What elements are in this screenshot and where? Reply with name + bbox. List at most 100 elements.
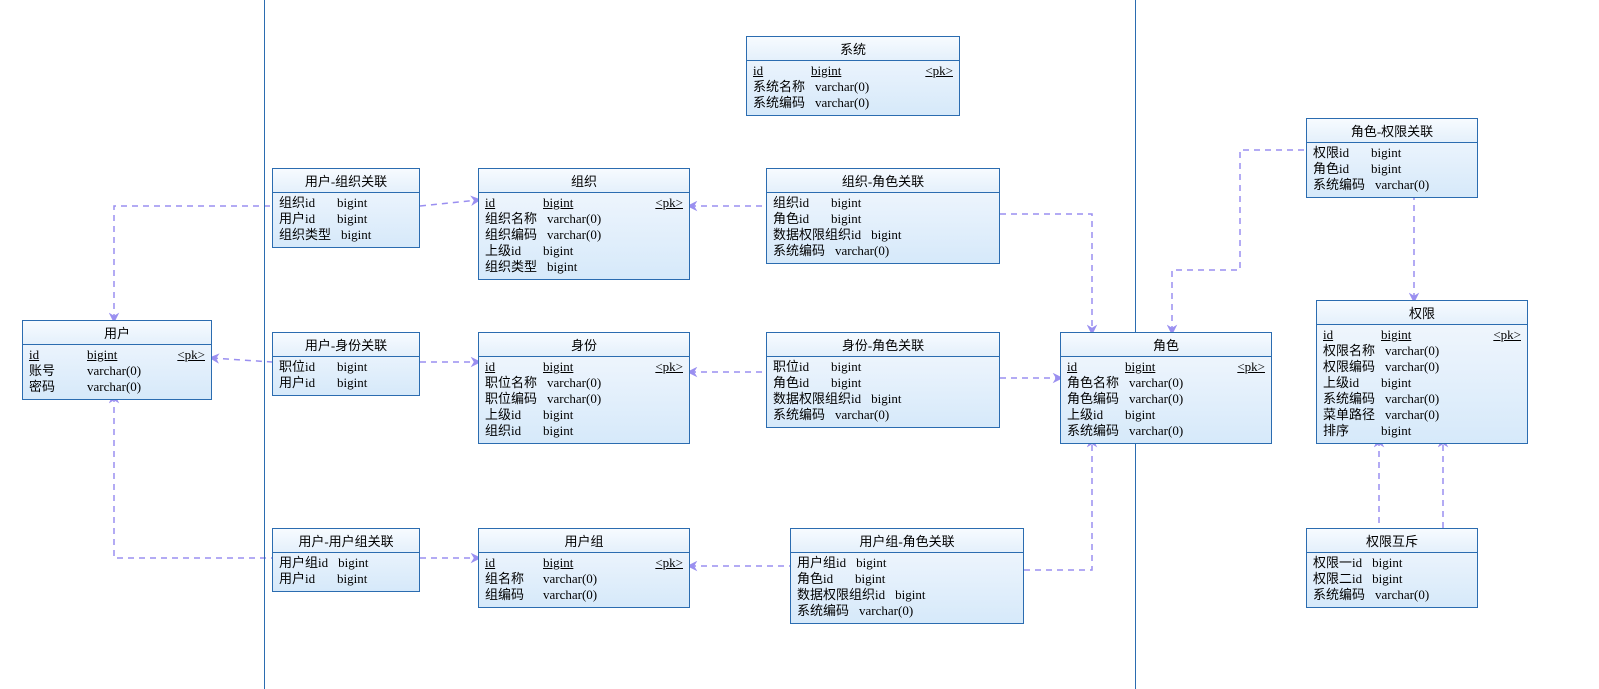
entity-org[interactable]: 组织idbigint<pk>组织名称varchar(0)组织编码varchar(… [478, 168, 690, 280]
column-name: 职位id [773, 359, 831, 375]
column-row: 权限二idbigint [1313, 571, 1471, 587]
column-name: 上级id [485, 243, 543, 259]
column-name: 权限编码 [1323, 359, 1385, 375]
column-row: 角色编码varchar(0) [1067, 391, 1265, 407]
entity-body: 权限idbigint角色idbigint系统编码varchar(0) [1307, 143, 1477, 197]
column-row: 系统编码varchar(0) [773, 243, 993, 259]
column-type: bigint [1381, 375, 1421, 391]
entity-title: 身份 [479, 333, 689, 357]
column-type: bigint [337, 375, 377, 391]
entity-title: 用户-身份关联 [273, 333, 419, 357]
column-row: 用户组idbigint [797, 555, 1017, 571]
column-row: 数据权限组织idbigint [797, 587, 1017, 603]
column-row: 角色idbigint [1313, 161, 1471, 177]
entity-body: idbigint<pk>组名称varchar(0)组编码varchar(0) [479, 553, 689, 607]
column-name: id [485, 195, 543, 211]
column-row: 用户组idbigint [279, 555, 413, 571]
column-name: 组织编码 [485, 227, 547, 243]
column-name: 职位名称 [485, 375, 547, 391]
column-name: 角色编码 [1067, 391, 1129, 407]
column-row: 权限idbigint [1313, 145, 1471, 161]
column-type: varchar(0) [87, 363, 151, 379]
column-type: bigint [338, 555, 378, 571]
column-name: 用户id [279, 375, 337, 391]
column-name: 上级id [1323, 375, 1381, 391]
pk-marker: <pk> [1237, 359, 1265, 375]
column-row: 排序bigint [1323, 423, 1521, 439]
column-type: varchar(0) [1129, 375, 1193, 391]
column-row: 系统编码varchar(0) [773, 407, 993, 423]
entity-role[interactable]: 角色idbigint<pk>角色名称varchar(0)角色编码varchar(… [1060, 332, 1272, 444]
column-type: varchar(0) [1375, 177, 1439, 193]
entity-org_role_rel[interactable]: 组织-角色关联组织idbigint角色idbigint数据权限组织idbigin… [766, 168, 1000, 264]
column-type: varchar(0) [835, 407, 899, 423]
column-type: bigint [855, 571, 895, 587]
entity-user_group[interactable]: 用户组idbigint<pk>组名称varchar(0)组编码varchar(0… [478, 528, 690, 608]
entity-title: 角色 [1061, 333, 1271, 357]
column-type: bigint [1381, 327, 1421, 343]
column-row: 权限编码varchar(0) [1323, 359, 1521, 375]
column-type: varchar(0) [859, 603, 923, 619]
column-type: bigint [1125, 359, 1165, 375]
column-type: bigint [547, 259, 587, 275]
column-type: bigint [1371, 161, 1411, 177]
column-name: 账号 [29, 363, 87, 379]
column-name: 组编码 [485, 587, 543, 603]
column-row: idbigint<pk> [485, 555, 683, 571]
entity-group_role_rel[interactable]: 用户组-角色关联用户组idbigint角色idbigint数据权限组织idbig… [790, 528, 1024, 624]
column-name: 职位id [279, 359, 337, 375]
column-row: 上级idbigint [1067, 407, 1265, 423]
column-name: 角色id [773, 375, 831, 391]
column-name: 系统编码 [1323, 391, 1385, 407]
entity-user_group_rel[interactable]: 用户-用户组关联用户组idbigint用户idbigint [272, 528, 420, 592]
column-name: 组织id [773, 195, 831, 211]
column-name: 数据权限组织id [773, 227, 871, 243]
column-row: 密码varchar(0) [29, 379, 205, 395]
column-name: 系统编码 [753, 95, 815, 111]
entity-ident_role_rel[interactable]: 身份-角色关联职位idbigint角色idbigint数据权限组织idbigin… [766, 332, 1000, 428]
pk-marker: <pk> [925, 63, 953, 79]
entity-title: 权限 [1317, 301, 1527, 325]
entity-user_ident_rel[interactable]: 用户-身份关联职位idbigint用户idbigint [272, 332, 420, 396]
column-name: 职位编码 [485, 391, 547, 407]
pk-marker: <pk> [655, 555, 683, 571]
column-name: 组织id [485, 423, 543, 439]
entity-user[interactable]: 用户idbigint<pk>账号varchar(0)密码varchar(0) [22, 320, 212, 400]
column-type: bigint [831, 375, 871, 391]
column-name: 组织类型 [485, 259, 547, 275]
column-row: 组织编码varchar(0) [485, 227, 683, 243]
column-name: 权限二id [1313, 571, 1372, 587]
column-row: 角色idbigint [773, 211, 993, 227]
column-type: varchar(0) [547, 211, 611, 227]
column-type: bigint [831, 195, 871, 211]
column-row: idbigint<pk> [485, 195, 683, 211]
column-row: 账号varchar(0) [29, 363, 205, 379]
entity-system[interactable]: 系统idbigint<pk>系统名称varchar(0)系统编码varchar(… [746, 36, 960, 116]
entity-permission[interactable]: 权限idbigint<pk>权限名称varchar(0)权限编码varchar(… [1316, 300, 1528, 444]
entity-title: 角色-权限关联 [1307, 119, 1477, 143]
entity-body: 用户组idbigint角色idbigint数据权限组织idbigint系统编码v… [791, 553, 1023, 623]
entity-title: 用户-组织关联 [273, 169, 419, 193]
entity-perm_mutex[interactable]: 权限互斥权限一idbigint权限二idbigint系统编码varchar(0) [1306, 528, 1478, 608]
relationship-edge [1000, 214, 1092, 332]
relationship-edge [114, 206, 272, 320]
entity-user_org_rel[interactable]: 用户-组织关联组织idbigint用户idbigint组织类型bigint [272, 168, 420, 248]
column-row: 系统编码varchar(0) [753, 95, 953, 111]
column-row: 上级idbigint [485, 243, 683, 259]
column-type: varchar(0) [87, 379, 151, 395]
entity-identity[interactable]: 身份idbigint<pk>职位名称varchar(0)职位编码varchar(… [478, 332, 690, 444]
column-name: 权限名称 [1323, 343, 1385, 359]
column-type: bigint [1125, 407, 1165, 423]
column-name: 角色id [797, 571, 855, 587]
column-name: id [1323, 327, 1381, 343]
column-row: 上级idbigint [1323, 375, 1521, 391]
column-type: varchar(0) [547, 227, 611, 243]
column-name: 数据权限组织id [773, 391, 871, 407]
column-name: 密码 [29, 379, 87, 395]
entity-role_perm_rel[interactable]: 角色-权限关联权限idbigint角色idbigint系统编码varchar(0… [1306, 118, 1478, 198]
column-type: bigint [543, 407, 583, 423]
column-row: 菜单路径varchar(0) [1323, 407, 1521, 423]
column-row: 职位idbigint [773, 359, 993, 375]
entity-title: 用户组-角色关联 [791, 529, 1023, 553]
entity-body: idbigint<pk>权限名称varchar(0)权限编码varchar(0)… [1317, 325, 1527, 443]
